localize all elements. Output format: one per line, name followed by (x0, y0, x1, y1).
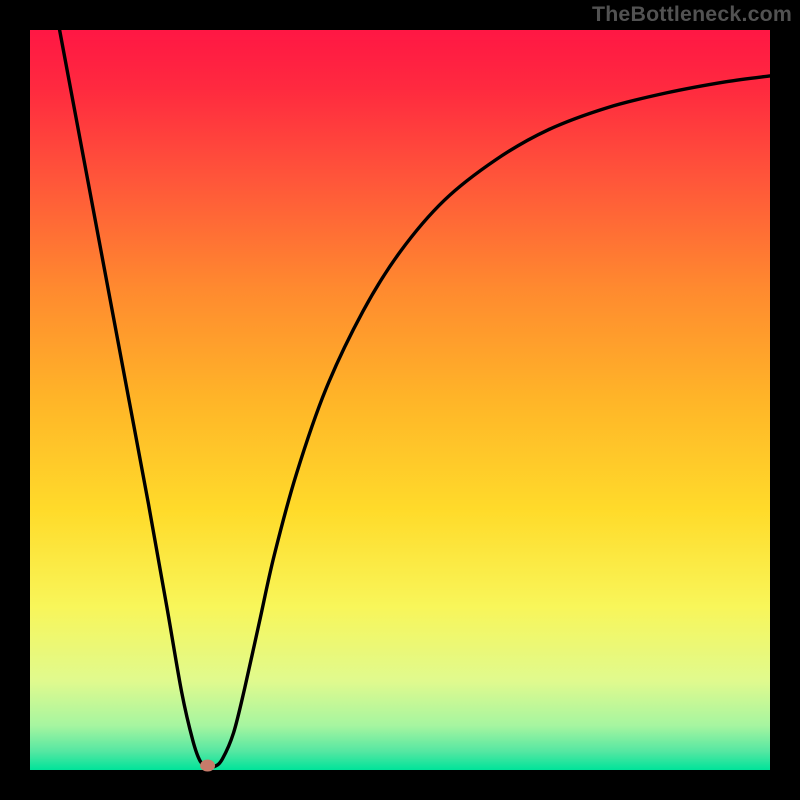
optimal-point-marker (200, 760, 215, 772)
chart-svg (0, 0, 800, 800)
chart-container: TheBottleneck.com (0, 0, 800, 800)
plot-gradient-area (30, 30, 770, 770)
